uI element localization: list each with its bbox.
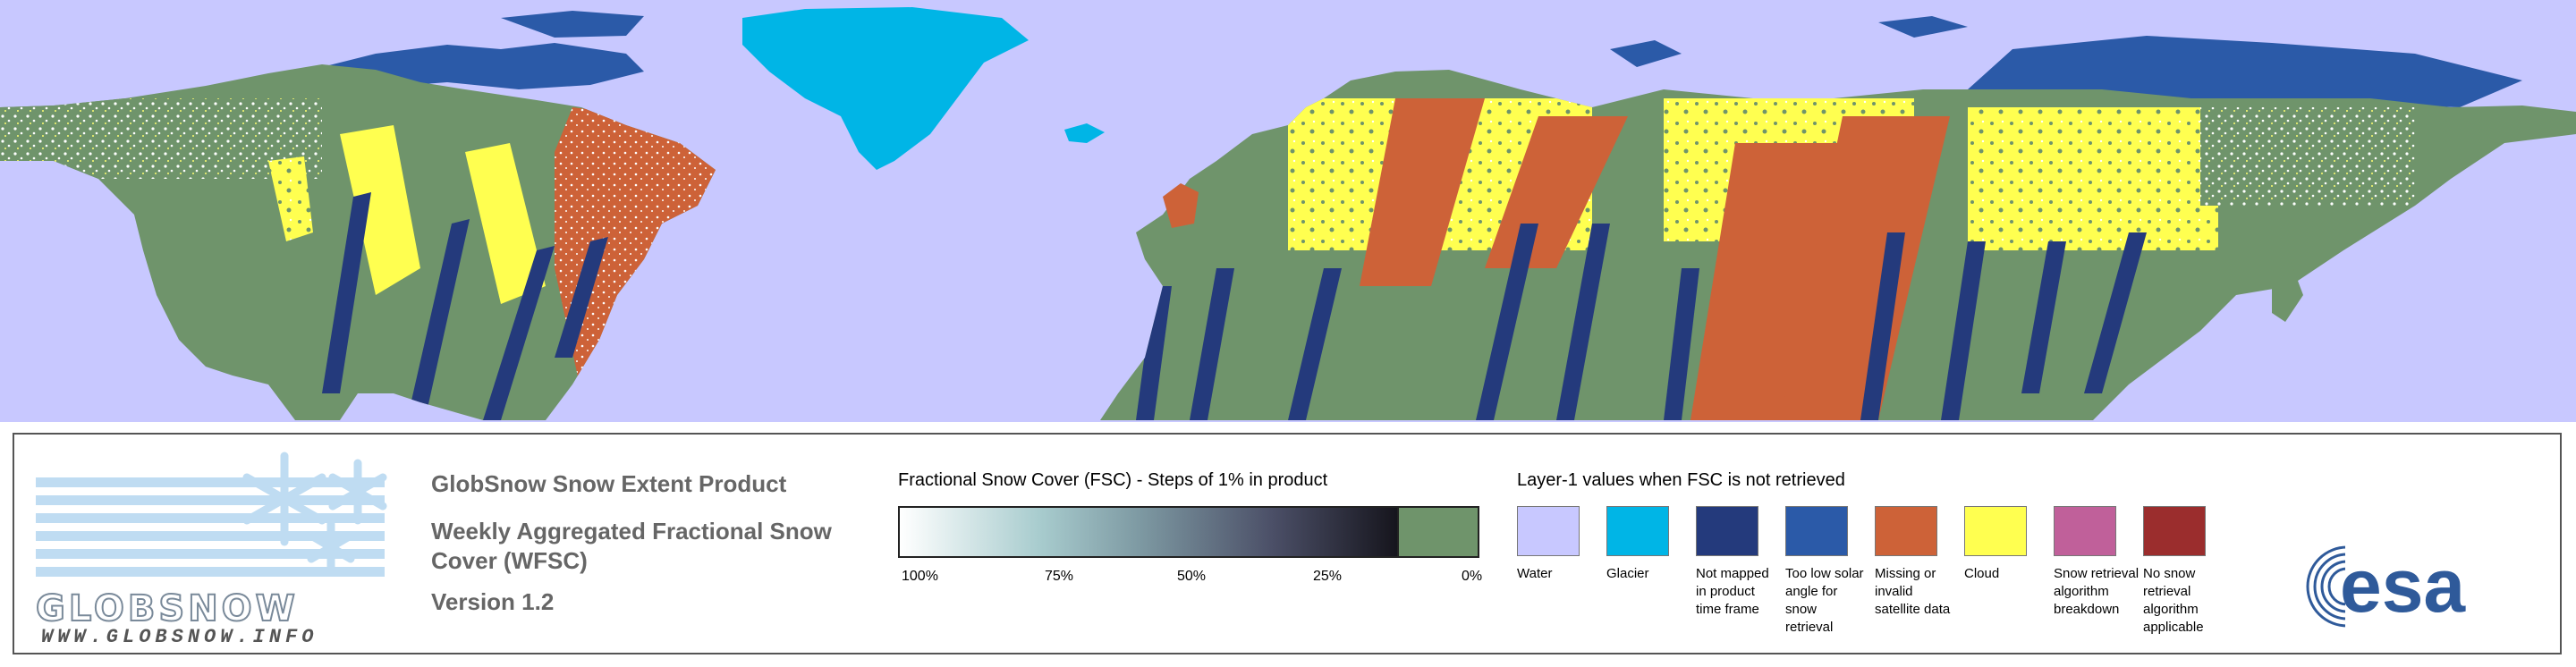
svg-text:GLOBSNOW: GLOBSNOW	[36, 591, 299, 625]
legend-label: No snow retrieval algorithm applicable	[2143, 566, 2204, 635]
svg-text:esa: esa	[2340, 544, 2466, 628]
legend-swatch	[1875, 506, 1937, 556]
fsc-tick: 25%	[1313, 569, 1343, 584]
legend-label: Not mapped in product time frame	[1696, 566, 1769, 617]
snowflake-icon	[242, 452, 387, 575]
logo-wordmark: GLOBSNOW	[36, 591, 299, 625]
legend-swatch	[1606, 506, 1669, 556]
japan	[2272, 259, 2303, 322]
fsc-tick: 75%	[1045, 569, 1074, 584]
legend-label: Too low solar angle for snow retrieval	[1785, 566, 1864, 635]
legend-label: Snow retrieval algorithm breakdown	[2054, 566, 2140, 617]
legend-label: Glacier	[1606, 566, 1649, 581]
fsc-tick: 0%	[1462, 569, 1483, 584]
globsnow-logo: GLOBSNOW WWW.GLOBSNOW.INFO	[36, 447, 394, 648]
greenland-glacier	[742, 7, 1029, 170]
fsc-tick: 50%	[1177, 569, 1207, 584]
esa-logo: esa	[2306, 542, 2466, 631]
iceland-glacier	[1064, 123, 1105, 143]
legend-label: Cloud	[1964, 566, 2000, 581]
logo-url: WWW.GLOBSNOW.INFO	[41, 626, 318, 648]
product-version: Version 1.2	[431, 588, 555, 615]
eurasia	[1100, 70, 2576, 420]
legend-swatch	[1964, 506, 2027, 556]
legend-swatch	[1696, 506, 1758, 556]
legend-label: Water	[1517, 566, 1553, 581]
product-subtitle: Weekly Aggregated Fractional Snow Cover …	[431, 518, 832, 574]
legend-panel: GLOBSNOW WWW.GLOBSNOW.INFO GlobSnow Snow…	[13, 433, 2562, 654]
fsc-tick: 100%	[902, 569, 938, 584]
legend-swatch	[2054, 506, 2116, 556]
fsc-heading: Fractional Snow Cover (FSC) - Steps of 1…	[898, 470, 1328, 490]
legend-swatch	[2143, 506, 2206, 556]
british-isles	[1163, 183, 1199, 228]
legend-label: Missing or invalid satellite data	[1875, 566, 1951, 617]
legend-swatch	[1517, 506, 1580, 556]
fsc-color-ramp	[898, 506, 1399, 558]
snow-cover-map	[0, 0, 2576, 422]
layer1-heading: Layer-1 values when FSC is not retrieved	[1517, 470, 1845, 490]
product-title: GlobSnow Snow Extent Product	[431, 470, 787, 497]
fsc-zero-swatch	[1399, 506, 1479, 558]
legend-swatch	[1785, 506, 1848, 556]
